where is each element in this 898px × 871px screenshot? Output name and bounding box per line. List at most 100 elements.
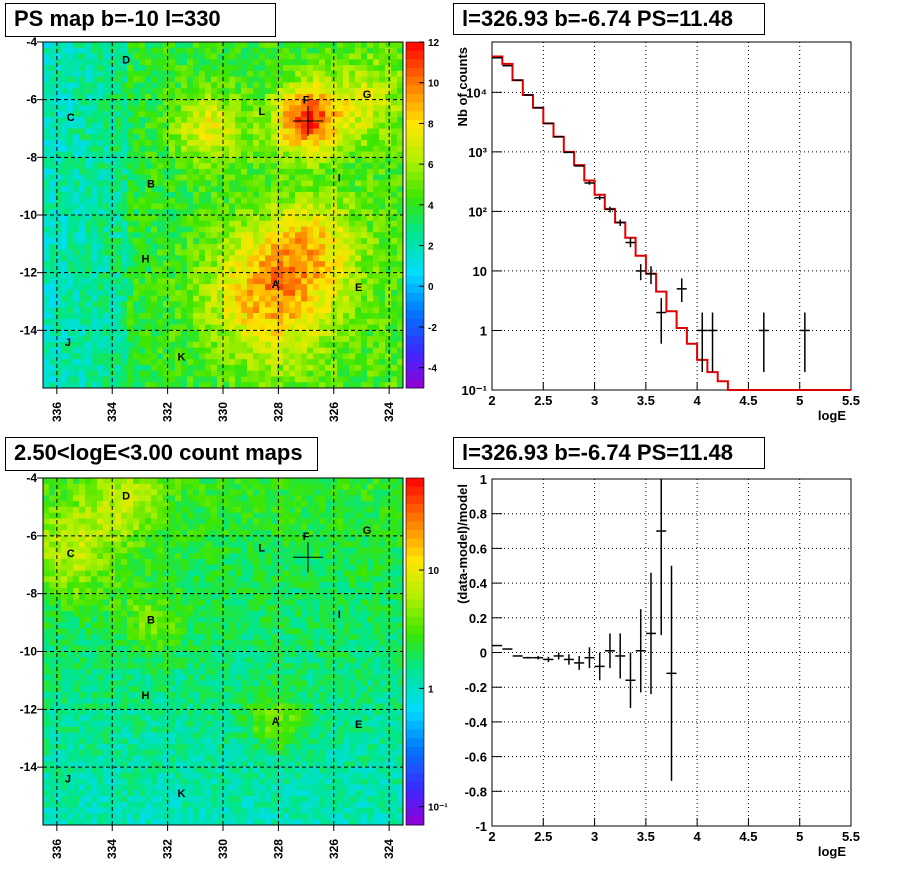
y-tick-label: -6 (26, 93, 37, 107)
x-tick-label: 5.5 (842, 829, 860, 844)
colorbar-cell (406, 292, 424, 302)
colorbar-cell (406, 729, 424, 739)
colorbar-cell (406, 556, 424, 566)
colorbar-cell (406, 362, 424, 372)
x-tick-label: 334 (105, 839, 119, 859)
source-label-A: A (272, 279, 280, 291)
colorbar-cell (406, 512, 424, 522)
y-tick-label: 10⁴ (466, 85, 487, 100)
colorbar-cell (406, 746, 424, 756)
colorbar-cell (406, 67, 424, 77)
source-label-G: G (363, 525, 372, 537)
colorbar-cell (406, 807, 424, 817)
colorbar-tick-label: 2 (428, 242, 434, 253)
y-axis-label: (data-model)/model (455, 484, 470, 604)
source-label-J: J (65, 774, 71, 786)
x-tick-label: 328 (271, 839, 285, 859)
colorbar-tick-label: -2 (428, 323, 437, 334)
x-tick-label: 332 (161, 839, 175, 859)
residuals-title: l=326.93 b=-6.74 PS=11.48 (453, 437, 765, 469)
source-label-K: K (177, 788, 185, 800)
x-axis-label: logE (818, 408, 846, 423)
plot-frame (491, 41, 852, 391)
colorbar-cell (406, 677, 424, 687)
colorbar-tick-label: 10 (428, 566, 440, 577)
colorbar-tick-label: 1 (428, 684, 434, 695)
colorbar-cell (406, 486, 424, 496)
colorbar-cell (406, 102, 424, 112)
colorbar-cell (406, 266, 424, 276)
y-tick-label: -4 (26, 471, 37, 485)
x-tick-label: 3 (591, 829, 598, 844)
colorbar-tick-label: 10 (428, 79, 440, 90)
colorbar-cell (406, 301, 424, 311)
colorbar-cell (406, 42, 424, 52)
residuals-panel: 2 2.5 3 3.5 4 4.5 5 5.5 1 0.8 0.6 0.4 0.2 0 -0.2 -0.4 -0… (455, 472, 860, 859)
x-tick-label: 2.5 (534, 393, 552, 408)
heatmap-cells (43, 42, 404, 389)
colorbar-cell (406, 599, 424, 609)
y-tick-label: 0.4 (469, 576, 488, 591)
colorbar-cell (406, 336, 424, 346)
colorbar-cell (406, 764, 424, 774)
x-tick-label: 4.5 (739, 829, 757, 844)
source-label-C: C (67, 548, 75, 560)
source-label-F: F (303, 95, 310, 107)
colorbar-cell (406, 93, 424, 103)
counts-spectrum-panel: 2 2.5 3 3.5 4 4.5 5 5.5 10⁻¹ 1 10 10² 10³ 10⁴ logE Nb o… (455, 41, 860, 423)
colorbar-cell (406, 327, 424, 337)
colorbar-cell (406, 206, 424, 216)
y-tick-label: -8 (26, 587, 37, 601)
colorbar-cell (406, 370, 424, 380)
y-tick-label: -1 (475, 819, 487, 834)
y-tick-label: -0.8 (465, 784, 487, 799)
colorbar-cell (406, 755, 424, 765)
colorbar-cell (406, 694, 424, 704)
y-tick-label: 10² (468, 204, 487, 219)
source-label-B: B (147, 615, 155, 627)
source-label-L: L (258, 106, 265, 118)
colorbar-cell (406, 660, 424, 670)
colorbar-cell (406, 642, 424, 652)
colorbar-cell (406, 634, 424, 644)
colorbar-cell (406, 258, 424, 268)
x-tick-label: 4.5 (739, 393, 757, 408)
model-histogram-line (492, 55, 851, 391)
colorbar-cell (406, 163, 424, 173)
y-tick-label: 1 (480, 323, 487, 338)
count-map-panel: 336 334 332 330 328 326 324 -4 -6 -8 -10 -12 -14 D F G L… (20, 471, 449, 859)
colorbar-cell (406, 284, 424, 294)
source-label-B: B (147, 178, 155, 190)
x-tick-label: 3 (591, 393, 598, 408)
colorbar-cell (406, 59, 424, 69)
colorbar-tick-label: 10⁻¹ (428, 803, 448, 814)
colorbar-cell (406, 521, 424, 531)
x-tick-label: 4 (694, 829, 702, 844)
source-label-C: C (67, 112, 75, 124)
colorbar-cell (406, 668, 424, 678)
x-tick-label: 326 (327, 839, 341, 859)
y-tick-label: 0.8 (469, 507, 487, 522)
colorbar-cell (406, 616, 424, 626)
colorbar-cell (406, 547, 424, 557)
colorbar-cell (406, 189, 424, 199)
source-label-I: I (338, 609, 341, 621)
colorbar-cell (406, 564, 424, 574)
colorbar-cell (406, 538, 424, 548)
x-tick-label: 2 (488, 393, 495, 408)
colorbar-cell (406, 240, 424, 250)
colorbar-cell (406, 590, 424, 600)
source-label-E: E (355, 282, 362, 294)
y-tick-label: -14 (20, 760, 38, 774)
colorbar-frame (405, 477, 425, 826)
y-tick-label: -0.6 (465, 750, 487, 765)
count-map-title: 2.50<logE<3.00 count maps (5, 437, 318, 471)
source-label-D: D (122, 54, 130, 66)
colorbar-cell (406, 180, 424, 190)
x-axis-label: logE (818, 844, 846, 859)
colorbar-cell (406, 318, 424, 328)
source-label-L: L (258, 542, 265, 554)
y-tick-label: 10⁻¹ (461, 383, 487, 398)
colorbar-cell (406, 720, 424, 730)
